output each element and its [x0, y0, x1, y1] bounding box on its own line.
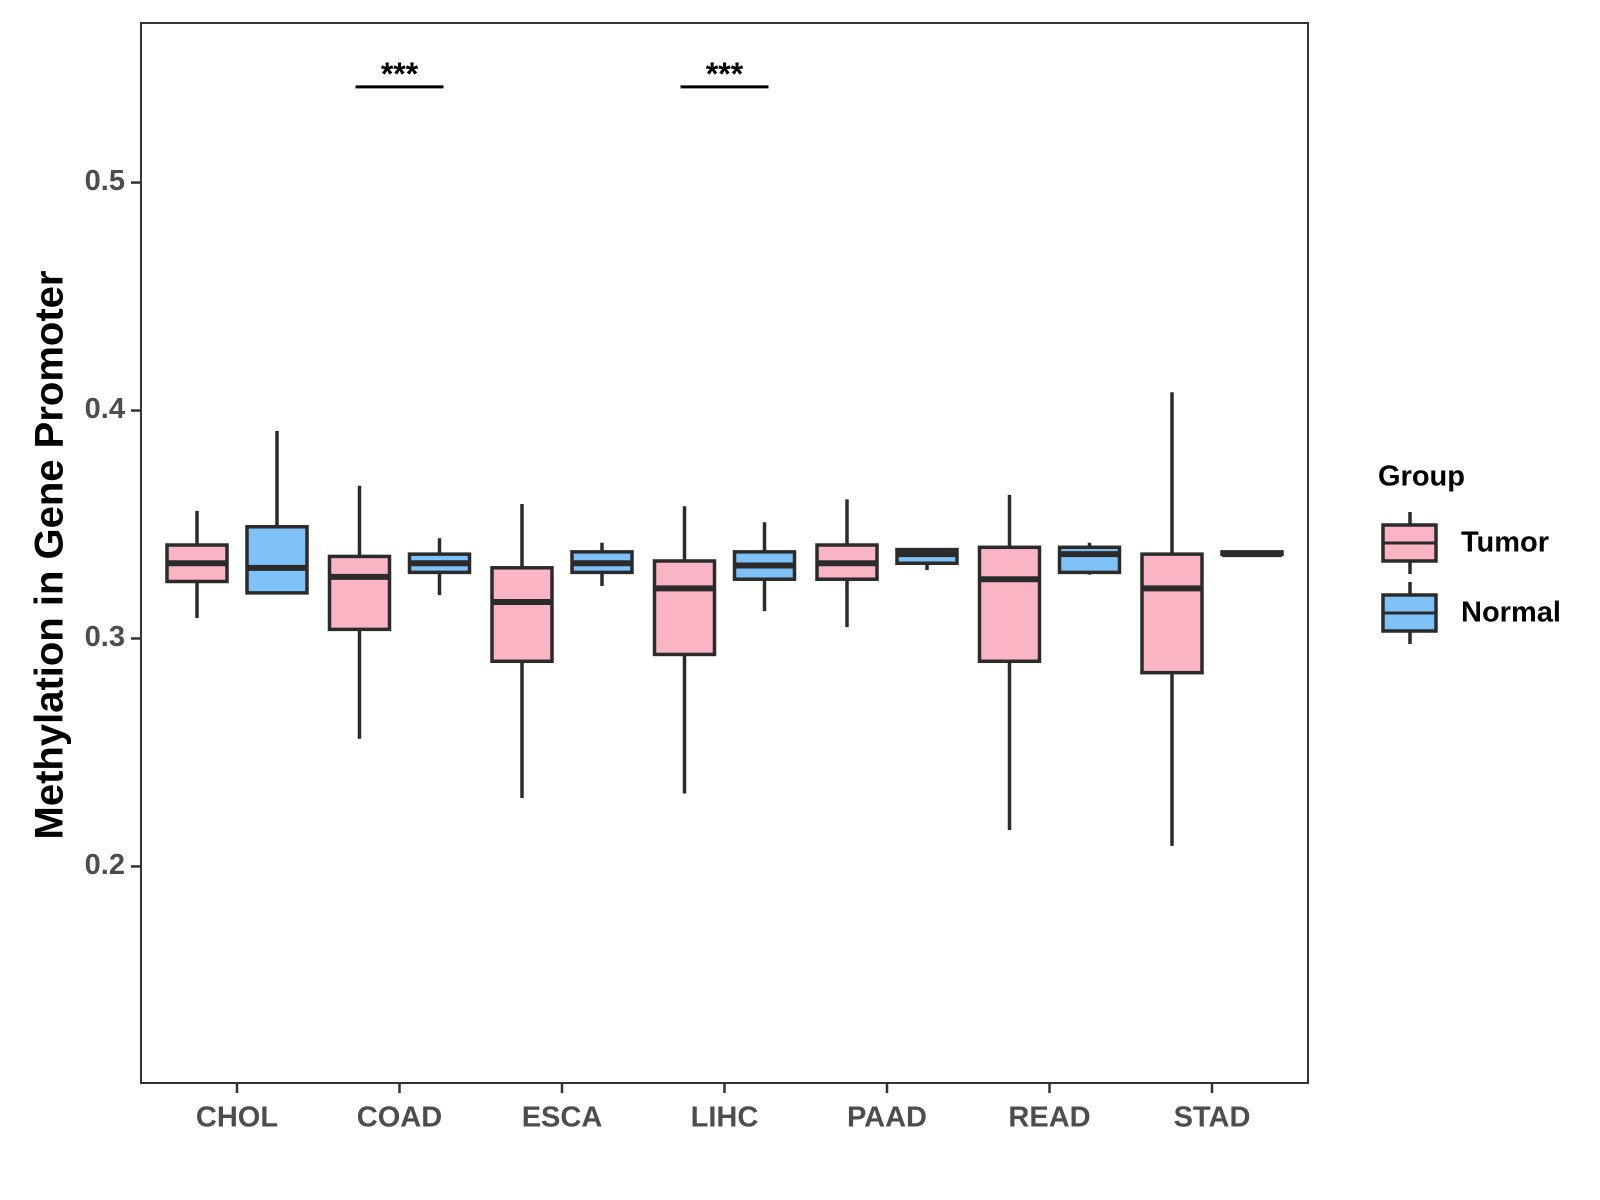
box-tumor-read	[977, 494, 1042, 830]
x-tick-label: COAD	[357, 1102, 442, 1134]
box-body	[245, 525, 309, 595]
legend: Group Tumor Normal	[1378, 461, 1561, 644]
box-tumor-coad	[327, 485, 392, 739]
legend-label-normal: Normal	[1461, 597, 1561, 629]
panel-border	[140, 22, 1309, 1084]
box-body	[1057, 545, 1122, 575]
x-tick-label: ESCA	[522, 1102, 603, 1134]
box-normal-esca	[570, 542, 634, 587]
y-tick-label: 0.3	[85, 621, 125, 653]
box-normal-paad	[895, 547, 959, 571]
legend-title: Group	[1378, 461, 1465, 493]
box-tumor-chol	[165, 510, 229, 618]
y-axis-title: Methylation in Gene Promoter	[28, 271, 72, 840]
x-tick-label: CHOL	[196, 1102, 278, 1134]
box-normal-coad	[407, 538, 472, 596]
plot-area	[165, 392, 1284, 846]
box-tumor-lihc	[652, 506, 717, 794]
significance-coad: ***	[355, 56, 444, 92]
box-body	[1140, 552, 1204, 675]
box-normal-stad	[1220, 550, 1284, 558]
y-axis: 0.2 0.3 0.4 0.5	[85, 165, 141, 881]
x-tick-label: STAD	[1174, 1102, 1251, 1134]
y-tick-label: 0.2	[85, 849, 125, 881]
box-normal-read	[1057, 542, 1122, 575]
box-tumor-paad	[815, 499, 879, 628]
legend-label-tumor: Tumor	[1461, 527, 1549, 559]
legend-item-tumor: Tumor	[1381, 512, 1549, 574]
x-tick-label: LIHC	[691, 1102, 759, 1134]
x-tick-label: PAAD	[847, 1102, 927, 1134]
significance-label: ***	[381, 56, 419, 92]
y-tick-label: 0.4	[85, 393, 125, 425]
box-tumor-stad	[1140, 392, 1204, 846]
y-tick-label: 0.5	[85, 165, 125, 197]
significance-label: ***	[706, 56, 744, 92]
significance-annotations: *** ***	[355, 56, 769, 92]
box-tumor-esca	[490, 503, 554, 799]
box-normal-chol	[245, 431, 309, 595]
x-tick-label: READ	[1008, 1102, 1090, 1134]
box-normal-lihc	[732, 522, 797, 612]
box-body	[977, 545, 1042, 664]
legend-item-normal: Normal	[1381, 582, 1561, 644]
significance-lihc: ***	[680, 56, 769, 92]
x-axis: CHOL COAD ESCA LIHC PAAD READ STAD	[196, 1083, 1250, 1134]
box-body	[490, 566, 554, 664]
box-body	[652, 559, 717, 657]
box-body	[327, 554, 392, 632]
